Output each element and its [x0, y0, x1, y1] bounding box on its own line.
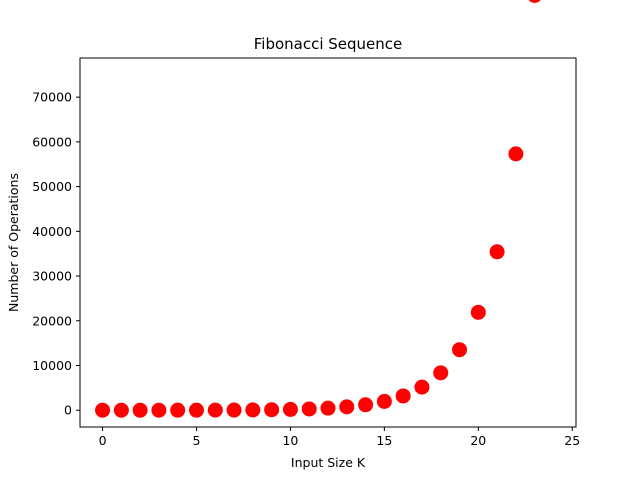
data-point — [376, 393, 392, 409]
data-point — [226, 402, 242, 418]
y-tick-label: 40000 — [32, 224, 72, 239]
data-point — [528, 0, 541, 3]
data-point — [339, 399, 355, 415]
data-point — [188, 402, 204, 418]
data-point — [508, 146, 524, 162]
x-tick-label: 25 — [564, 433, 580, 448]
data-point — [113, 402, 129, 418]
y-tick-label: 10000 — [32, 358, 72, 373]
y-tick-label: 60000 — [32, 134, 72, 149]
y-axis-ticks: 0 10000 20000 30000 40000 50000 60000 70000 — [32, 90, 80, 418]
data-point — [245, 402, 261, 418]
data-point — [282, 401, 298, 417]
data-point — [470, 304, 486, 320]
data-point — [489, 244, 505, 260]
data-point — [151, 402, 167, 418]
plot-area-frame — [79, 57, 577, 428]
y-tick-label: 50000 — [32, 179, 72, 194]
data-point — [95, 402, 111, 418]
data-point — [433, 365, 449, 381]
y-tick-label: 20000 — [32, 313, 72, 328]
x-axis-label: Input Size K — [291, 455, 366, 470]
data-point — [132, 402, 148, 418]
data-point — [170, 402, 186, 418]
data-point — [301, 401, 317, 417]
y-tick-label: 70000 — [32, 90, 72, 105]
x-tick-label: 15 — [376, 433, 392, 448]
y-axis-label: Number of Operations — [6, 173, 21, 312]
x-tick-label: 20 — [470, 433, 486, 448]
data-point — [414, 379, 430, 395]
data-point — [452, 342, 468, 358]
data-point — [320, 400, 336, 416]
data-points — [95, 0, 541, 418]
data-point — [264, 402, 280, 418]
data-point — [358, 397, 374, 413]
data-point — [395, 388, 411, 404]
chart-title: Fibonacci Sequence — [254, 35, 403, 53]
y-tick-label: 0 — [64, 403, 72, 418]
y-tick-label: 30000 — [32, 269, 72, 284]
x-tick-label: 0 — [99, 433, 107, 448]
x-tick-label: 10 — [282, 433, 298, 448]
x-axis-ticks: 0 5 10 15 20 25 — [99, 427, 580, 448]
x-tick-label: 5 — [193, 433, 201, 448]
data-point — [207, 402, 223, 418]
